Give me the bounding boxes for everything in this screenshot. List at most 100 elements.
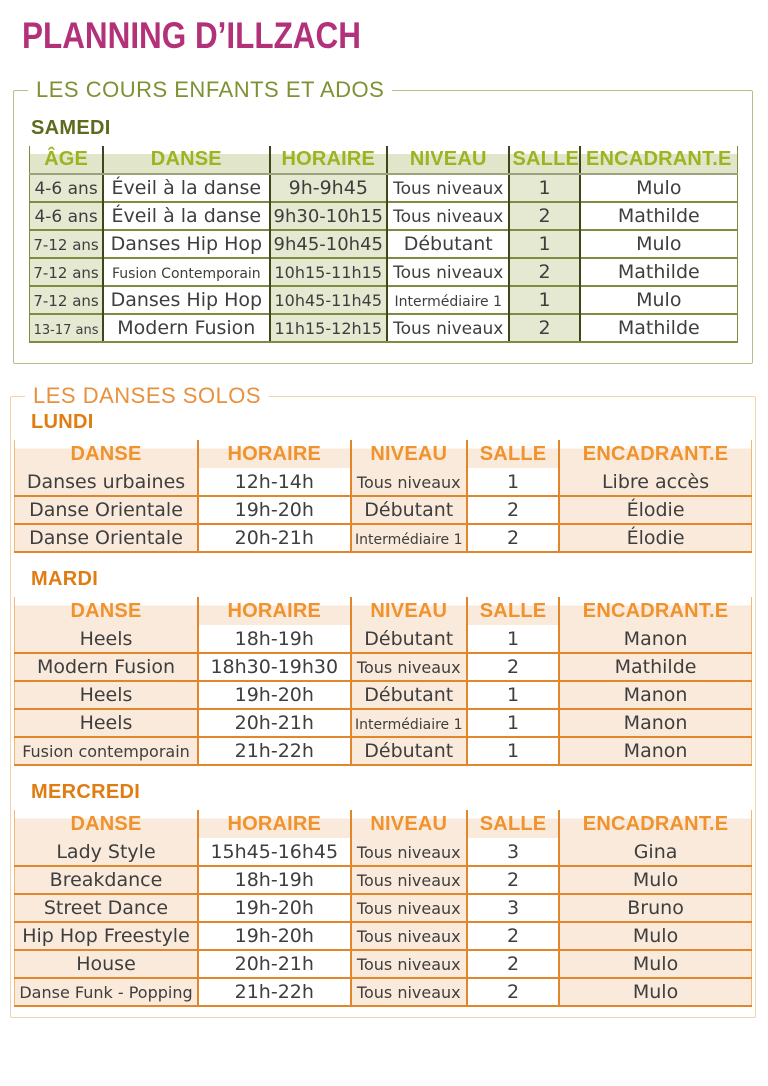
cell-value: 9h45-10h45 (273, 234, 383, 255)
cell: Modern Fusion (102, 313, 270, 343)
cell: 19h-20h (197, 921, 351, 950)
cell: 2 (508, 201, 580, 230)
day-table-block: SAMEDI ÂGE DANSE HORAIRE NIVEAU SALLE ENCADRA… (29, 117, 738, 343)
section: LES COURS ENFANTS ET ADOS SAMEDI ÂGE DANS… (13, 77, 753, 364)
cell: Tous niveaux (349, 977, 467, 1007)
cell: 1 (465, 680, 560, 709)
cell: Tous niveaux (349, 865, 467, 894)
cell: 18h30-19h30 (197, 652, 351, 681)
cell-value: Bruno (627, 897, 684, 919)
cell: 4-6 ans (29, 201, 104, 230)
cell-value: 2 (507, 499, 520, 521)
column-header: SALLE (465, 597, 560, 625)
cell: 18h-19h (197, 625, 351, 653)
cell: Mathilde (558, 652, 752, 681)
cell: Tous niveaux (386, 257, 510, 286)
cell: Tous niveaux (386, 201, 510, 230)
section-tables: SAMEDI ÂGE DANSE HORAIRE NIVEAU SALLE ENCADRA… (29, 117, 738, 343)
cell: Manon (558, 625, 752, 653)
column-header: DANSE (102, 146, 270, 175)
cell-value: Mulo (632, 981, 679, 1003)
cell: Tous niveaux (349, 838, 467, 866)
cell: 20h-21h (197, 949, 351, 978)
cell-value: Danses urbaines (26, 470, 186, 493)
cell: 21h-22h (197, 736, 351, 766)
cell-value: Street Dance (43, 897, 169, 919)
section: LES DANSES SOLOS LUNDI DANSE HORAIRE NIVEA… (10, 383, 756, 1018)
table-row: Street Dance 19h-20h Tous niveaux 3 Bruno (14, 893, 752, 922)
cell-value: Danse Funk - Popping (19, 983, 193, 1002)
cell-value: 2 (538, 261, 551, 283)
cell: 4-6 ans (29, 173, 104, 202)
cell-value: 2 (507, 869, 520, 891)
column-header: HORAIRE (197, 440, 351, 468)
column-header: SALLE (465, 810, 560, 838)
cell-value: Débutant (364, 684, 454, 706)
cell-value: Heels (79, 712, 133, 734)
cell: Mulo (578, 229, 738, 258)
cell-value: Danses Hip Hop (110, 233, 263, 255)
cell: 7-12 ans (29, 285, 104, 314)
cell-value: Danse Orientale (29, 499, 183, 521)
cell: 2 (465, 949, 560, 978)
cell-value: Débutant (364, 499, 454, 521)
cell-value: 21h-22h (234, 740, 314, 762)
cell-value: Mulo (636, 233, 682, 255)
section-tables: LUNDI DANSE HORAIRE NIVEAU SALLE ENCADRANT.E… (14, 411, 752, 1007)
table-row: Fusion contemporain 21h-22h Débutant 1 Manon (14, 736, 752, 766)
cell: Débutant (349, 736, 467, 766)
cell: Mathilde (578, 313, 738, 343)
cell: Fusion contemporain (14, 736, 198, 766)
cell: Mulo (578, 285, 738, 314)
cell-value: Hip Hop Freestyle (22, 925, 190, 947)
cell-value: 2 (538, 317, 551, 339)
cell: 7-12 ans (29, 257, 104, 286)
cell: Bruno (558, 893, 752, 922)
cell: Élodie (558, 523, 752, 553)
cell: 21h-22h (197, 977, 351, 1007)
cell-value: 1 (507, 470, 520, 493)
cell-value: 18h-19h (234, 869, 314, 891)
cell: 15h45-16h45 (197, 838, 351, 866)
cell: 2 (465, 921, 560, 950)
table-row: 7-12 ans Danses Hip Hop 9h45-10h45 Débutant… (29, 229, 738, 258)
cell-value: 7-12 ans (33, 236, 99, 254)
cell-value: Mulo (632, 925, 679, 947)
cell-value: 21h-22h (234, 981, 314, 1003)
page-title: PLANNING D’ILLZACH (22, 15, 361, 56)
cell: Débutant (349, 495, 467, 524)
cell-value: Tous niveaux (356, 658, 461, 677)
cell-value: Tous niveaux (393, 207, 504, 227)
cell-value: Mathilde (614, 656, 697, 678)
cell-value: Intermédiaire 1 (355, 532, 463, 548)
cell-value: 20h-21h (234, 712, 314, 734)
cell-value: 1 (507, 684, 520, 706)
table-row: Danse Funk - Popping 21h-22h Tous niveaux 2… (14, 977, 752, 1007)
cell-value: Mulo (632, 953, 679, 975)
cell: 1 (465, 708, 560, 737)
cell-value: 19h-20h (234, 897, 314, 919)
cell-value: 3 (507, 897, 520, 919)
cell: Débutant (349, 680, 467, 709)
cell-value: Manon (623, 740, 688, 762)
cell: Tous niveaux (349, 949, 467, 978)
cell-value: Débutant (403, 233, 493, 255)
cell-value: Éveil à la danse (111, 205, 262, 227)
cell: Manon (558, 708, 752, 737)
table-row: 4-6 ans Éveil à la danse 9h-9h45 Tous nivea… (29, 173, 738, 202)
cell: Breakdance (14, 865, 198, 894)
column-header: DANSE (14, 597, 198, 625)
column-header: NIVEAU (386, 146, 510, 175)
cell-value: Tous niveaux (356, 983, 461, 1002)
cell-value: Éveil à la danse (111, 177, 262, 199)
cell: Gina (558, 838, 752, 866)
cell-value: 1 (507, 627, 520, 650)
cell-value: 9h30-10h15 (273, 206, 383, 227)
cell: Mulo (558, 921, 752, 950)
cell: Débutant (349, 625, 467, 653)
table-row: House 20h-21h Tous niveaux 2 Mulo (14, 949, 752, 978)
column-header: HORAIRE (197, 597, 351, 625)
cell-value: Breakdance (49, 869, 163, 891)
column-header: NIVEAU (349, 810, 467, 838)
table-row: Danse Orientale 20h-21h Intermédiaire 1 2 Él… (14, 523, 752, 553)
